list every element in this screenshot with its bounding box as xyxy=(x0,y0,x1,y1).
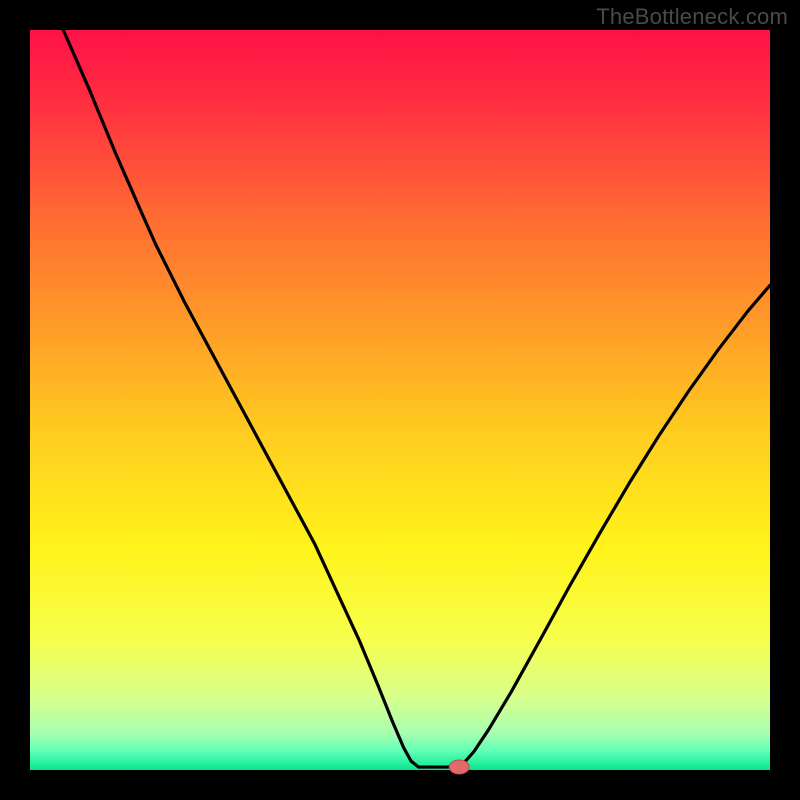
minimum-marker xyxy=(449,760,469,774)
stage: TheBottleneck.com xyxy=(0,0,800,800)
watermark-text: TheBottleneck.com xyxy=(596,4,788,30)
plot-background xyxy=(30,30,770,770)
bottleneck-chart xyxy=(0,0,800,800)
